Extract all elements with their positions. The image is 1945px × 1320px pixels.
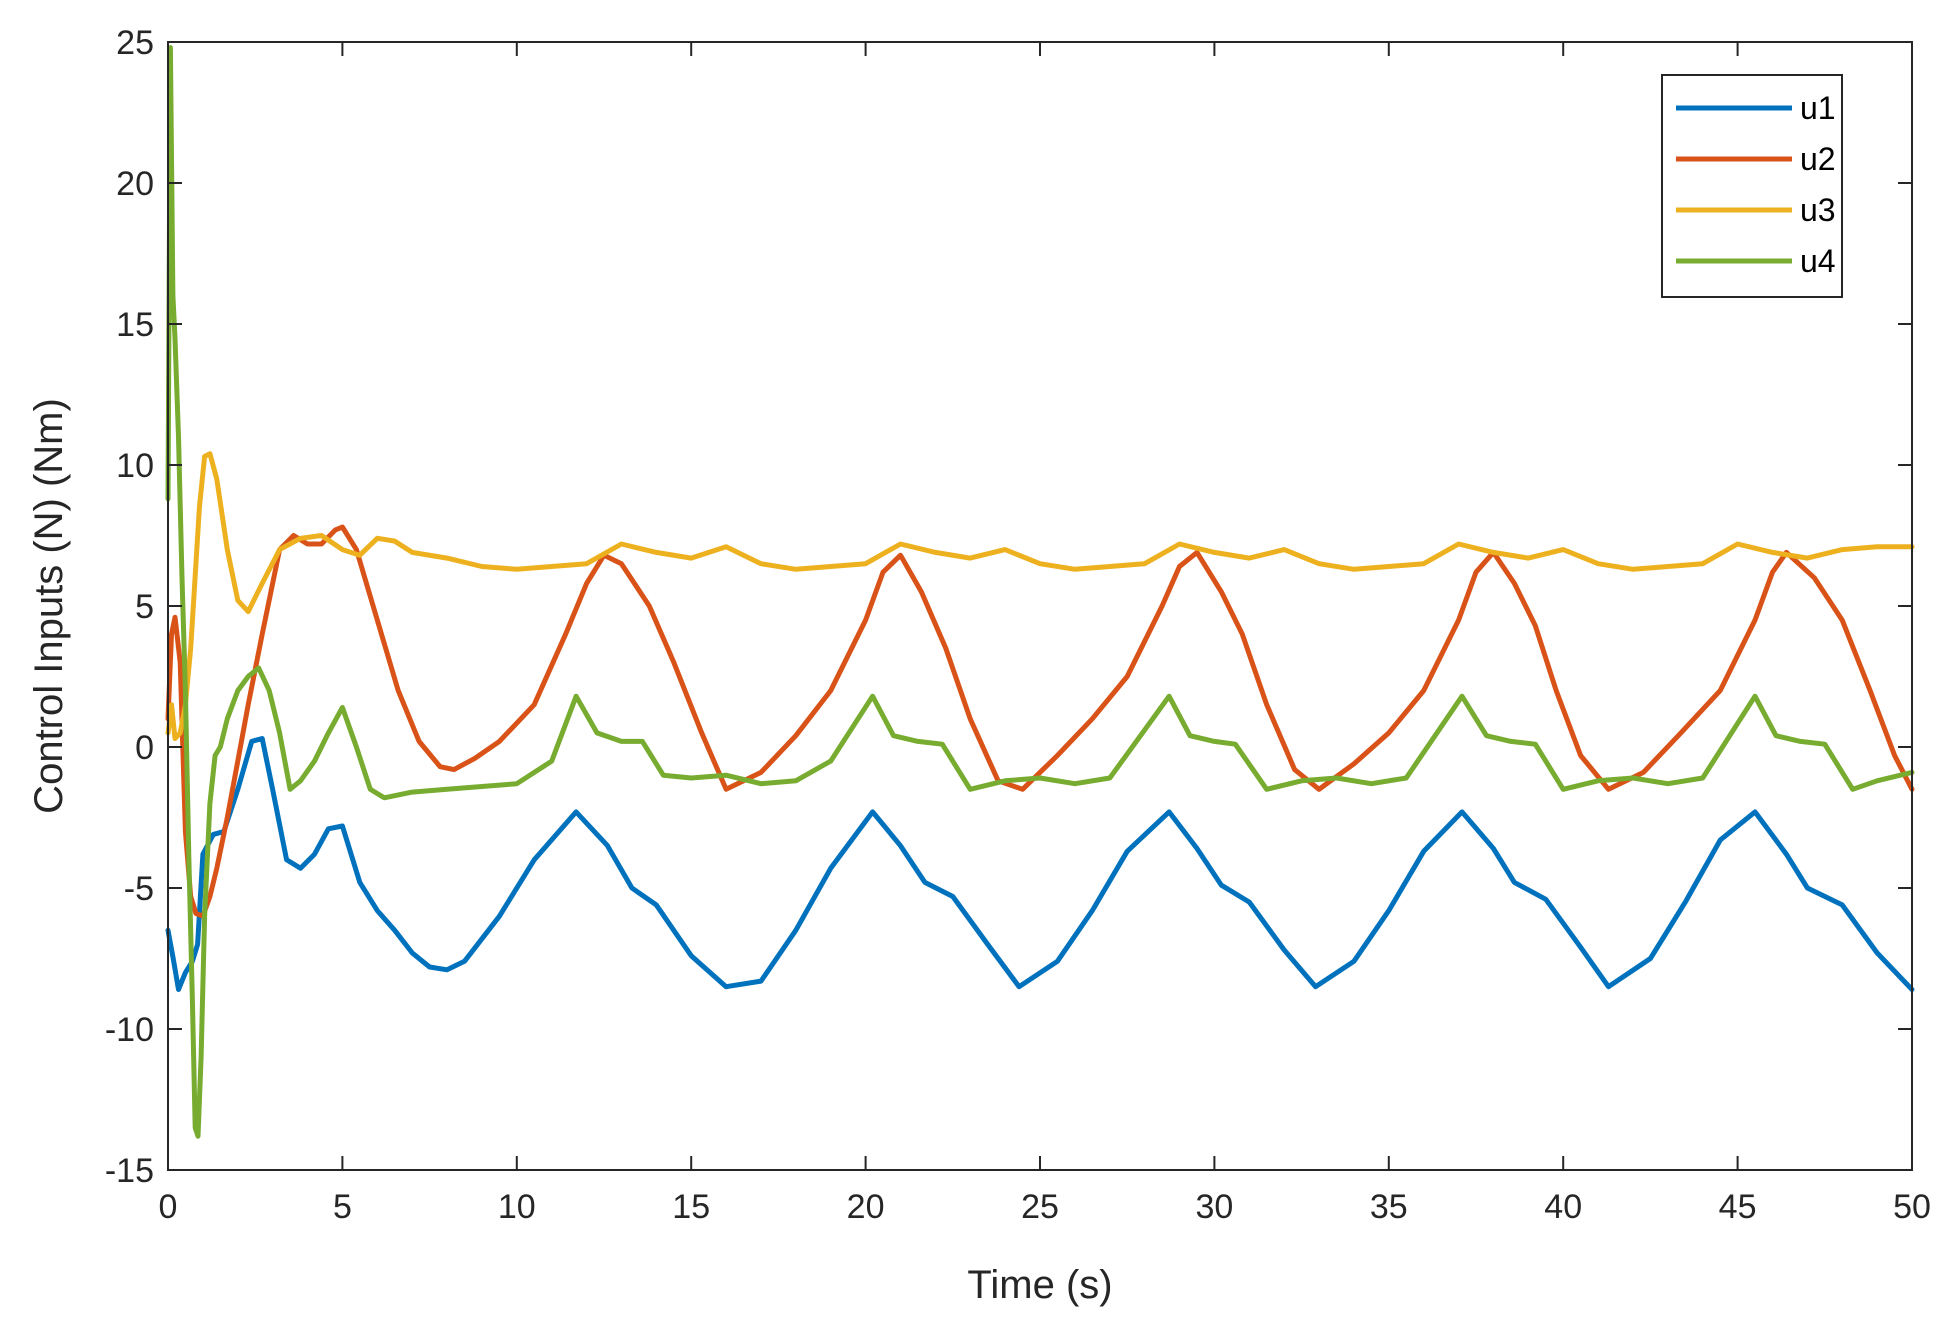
- y-tick-label: 10: [116, 447, 154, 485]
- x-tick-label: 50: [1893, 1188, 1931, 1226]
- y-tick-label: 20: [116, 165, 154, 203]
- axis-ticks: [167, 41, 1913, 1171]
- y-axis-title: Control Inputs (N) (Nm): [27, 398, 71, 814]
- legend-label-u1: u1: [1800, 90, 1836, 126]
- y-tick-label: 15: [116, 306, 154, 344]
- x-tick-label: 15: [672, 1188, 710, 1226]
- series-layer: [165, 45, 1915, 1139]
- legend: u1 u2 u3 u4: [1661, 74, 1843, 298]
- legend-label-u3: u3: [1800, 192, 1836, 228]
- y-tick-label: -5: [124, 870, 154, 908]
- x-tick-label: 10: [498, 1188, 536, 1226]
- series-line-u4: [165, 45, 1915, 1139]
- series-line-u3: [165, 451, 1915, 741]
- y-tick-labels: -15 -10 -5 0 5 10 15 20 25: [105, 24, 154, 1190]
- legend-label-u2: u2: [1800, 141, 1836, 177]
- y-tick-label: -15: [105, 1152, 154, 1190]
- y-tick-label: 5: [135, 588, 154, 626]
- y-tick-label: 25: [116, 24, 154, 62]
- x-tick-label: 45: [1719, 1188, 1757, 1226]
- series-line-u2: [165, 524, 1915, 919]
- y-tick-label: -10: [105, 1011, 154, 1049]
- x-tick-label: 35: [1370, 1188, 1408, 1226]
- y-tick-label: 0: [135, 729, 154, 767]
- x-tick-labels: 0 5 10 15 20 25 30 35 40 45 50: [159, 1188, 1931, 1226]
- x-tick-label: 20: [847, 1188, 885, 1226]
- x-tick-label: 30: [1195, 1188, 1233, 1226]
- x-tick-label: 40: [1544, 1188, 1582, 1226]
- x-tick-label: 25: [1021, 1188, 1059, 1226]
- x-tick-label: 5: [333, 1188, 352, 1226]
- x-axis-title: Time (s): [967, 1263, 1112, 1307]
- series-line-u1: [165, 736, 1915, 992]
- x-tick-label: 0: [159, 1188, 178, 1226]
- legend-label-u4: u4: [1800, 243, 1836, 279]
